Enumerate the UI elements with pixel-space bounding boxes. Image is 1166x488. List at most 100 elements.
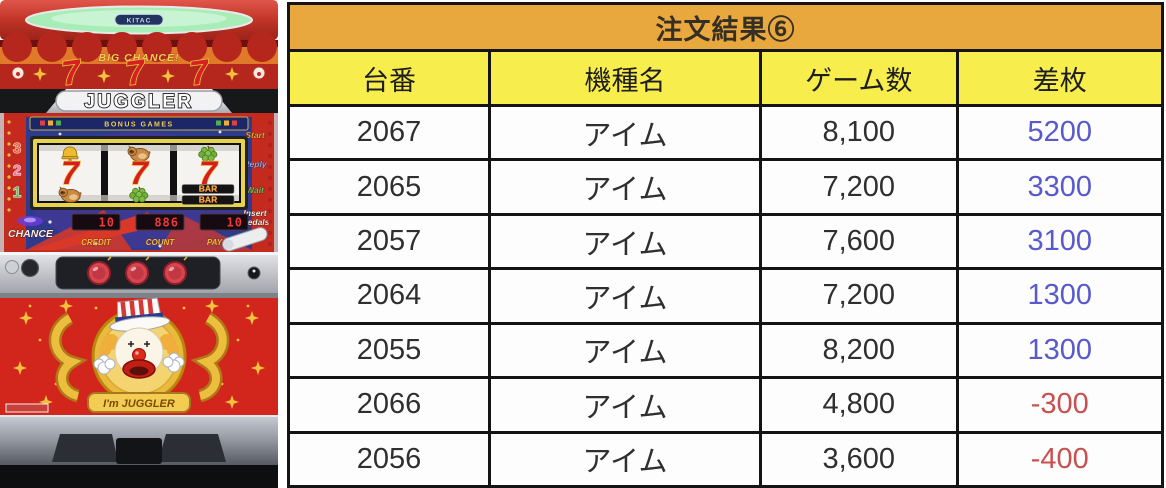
juggler-slot-machine-photo: 7 BAR BAR KITAC bbox=[0, 0, 278, 488]
coin-return-icon bbox=[5, 260, 19, 274]
stop-buttons bbox=[87, 256, 188, 285]
speaker-grille-right bbox=[158, 434, 226, 462]
bonus-strip bbox=[29, 116, 249, 131]
clown-eyes bbox=[128, 341, 150, 347]
seven-icon bbox=[60, 154, 82, 192]
game-count-cell: 8,200 bbox=[758, 321, 959, 380]
medal-diff-cell: -400 bbox=[955, 430, 1165, 488]
table-row: 2066 アイム 4,800 -300 bbox=[286, 376, 1165, 434]
table-row: 2064 アイム 7,200 1300 bbox=[286, 267, 1165, 325]
medal-diff-cell: 1300 bbox=[955, 267, 1165, 325]
model-name-cell: アイム bbox=[488, 103, 762, 162]
lamp-number-2: 2 bbox=[13, 162, 21, 179]
medal-diff-cell: 3100 bbox=[955, 212, 1165, 271]
col-header-machine-number: 台番 bbox=[286, 49, 492, 107]
clown-art-panel: I'm JUGGLER bbox=[0, 297, 278, 415]
credit-display: 10 CREDIT bbox=[71, 213, 121, 247]
game-count-cell: 3,600 bbox=[758, 430, 959, 488]
play-field: BONUS GAMES 3 2 1 Start bbox=[0, 113, 278, 252]
stop-button-2 bbox=[125, 256, 150, 285]
table-title-bar: 注文結果⑥ bbox=[287, 2, 1164, 49]
keyhole-icon bbox=[247, 266, 261, 280]
payout-value: 10 bbox=[227, 216, 243, 230]
im-juggler-label: I'm JUGGLER bbox=[103, 398, 175, 410]
header-row: 台番 機種名 ゲーム数 差枚 bbox=[286, 49, 1165, 107]
col-header-model-name: 機種名 bbox=[488, 49, 762, 107]
machine-number-cell: 2064 bbox=[286, 267, 492, 325]
machine-number-cell: 2067 bbox=[286, 103, 492, 162]
start-label: Start bbox=[245, 130, 266, 140]
machine-number-cell: 2055 bbox=[286, 321, 492, 380]
count-display: 886 COUNT bbox=[135, 213, 185, 247]
left-knob-icon bbox=[20, 258, 40, 278]
chance-label: CHANCE bbox=[8, 228, 54, 240]
payout-lever bbox=[222, 227, 268, 252]
model-name-cell: アイム bbox=[488, 321, 762, 380]
juggler-logo-band: JUGGLER bbox=[0, 89, 278, 113]
machine-base bbox=[0, 415, 278, 488]
results-grid: 台番 機種名 ゲーム数 差枚 2067 アイム 8,100 5200 2065 … bbox=[286, 49, 1165, 488]
stop-button-3 bbox=[163, 256, 188, 285]
count-value: 886 bbox=[154, 216, 179, 230]
medal-diff-cell: 1300 bbox=[955, 321, 1165, 380]
model-name-cell: アイム bbox=[488, 430, 762, 488]
lamp-number-1: 1 bbox=[13, 184, 21, 201]
speaker-grille-left bbox=[52, 434, 118, 462]
machine-number-cell: 2066 bbox=[286, 376, 492, 434]
count-label: COUNT bbox=[146, 238, 176, 247]
insert-medals-label-line2: Medals bbox=[241, 217, 270, 227]
machine-number-cell: 2065 bbox=[286, 158, 492, 216]
table-row: 2055 アイム 8,200 1300 bbox=[286, 321, 1165, 380]
seven-icon bbox=[129, 154, 151, 192]
clown-gloves bbox=[93, 352, 185, 375]
right-star-column bbox=[267, 120, 273, 247]
control-panel bbox=[0, 252, 278, 298]
bonus-strip-label: BONUS GAMES bbox=[104, 122, 173, 129]
model-name-cell: アイム bbox=[488, 376, 762, 434]
table-row: 2065 アイム 7,200 3300 bbox=[286, 158, 1165, 216]
order-results-table: 注文結果⑥ 台番 機種名 ゲーム数 差枚 2067 アイム 8,100 520 bbox=[286, 2, 1165, 488]
medal-diff-cell: 3300 bbox=[955, 158, 1165, 216]
big-chance-banner: BIG CHANCE! 7 7 7 bbox=[0, 32, 278, 94]
table-title: 注文結果⑥ bbox=[655, 14, 796, 45]
table-row: 2057 アイム 7,600 3100 bbox=[286, 212, 1165, 271]
col-header-medal-diff: 差枚 bbox=[955, 49, 1165, 107]
left-lamp-column: 3 2 1 bbox=[7, 120, 22, 212]
bonus-strip-symbols bbox=[40, 120, 237, 126]
insert-medals-label-line1: Insert bbox=[243, 208, 267, 218]
maker-badge bbox=[114, 14, 164, 26]
im-juggler-banner bbox=[87, 392, 191, 413]
game-count-cell: 7,600 bbox=[758, 212, 959, 271]
reel-window bbox=[30, 136, 248, 210]
game-count-cell: 7,200 bbox=[758, 158, 959, 216]
credit-value: 10 bbox=[99, 216, 115, 230]
stop-button-1 bbox=[87, 256, 112, 285]
medal-diff-cell: -300 bbox=[955, 376, 1165, 434]
model-name-cell: アイム bbox=[488, 212, 762, 271]
base-center-vent bbox=[116, 438, 162, 464]
credit-label: CREDIT bbox=[81, 238, 112, 247]
juggler-logo: JUGGLER bbox=[84, 92, 193, 113]
model-name-cell: アイム bbox=[488, 267, 762, 325]
model-name-cell: アイム bbox=[488, 158, 762, 216]
machine-number-cell: 2056 bbox=[286, 430, 492, 488]
big-chance-label: BIG CHANCE! bbox=[99, 52, 180, 64]
display-zone: CHANCE 10 CREDIT 886 COUNT 10 PAY OUT bbox=[8, 212, 268, 252]
table-row: 2056 アイム 3,600 -400 bbox=[286, 430, 1165, 488]
game-count-cell: 7,200 bbox=[758, 267, 959, 325]
machine-number-cell: 2057 bbox=[286, 212, 492, 271]
small-sticker bbox=[5, 403, 49, 413]
reply-label: Reply bbox=[243, 159, 267, 169]
col-header-game-count: ゲーム数 bbox=[758, 49, 959, 107]
wait-label: Wait bbox=[246, 185, 265, 195]
medal-diff-cell: 5200 bbox=[955, 103, 1165, 162]
game-count-cell: 8,100 bbox=[758, 103, 959, 162]
table-row: 2067 アイム 8,100 5200 bbox=[286, 103, 1165, 162]
uncle-sam-hat-icon bbox=[109, 297, 171, 332]
banner-sevens: 7 7 7 bbox=[58, 52, 214, 94]
maker-badge-label: KITAC bbox=[127, 18, 152, 25]
machine-top-dome: KITAC bbox=[0, 0, 278, 40]
game-count-cell: 4,800 bbox=[758, 376, 959, 434]
right-label-column: Start Reply Wait Insert Medals bbox=[240, 130, 270, 228]
